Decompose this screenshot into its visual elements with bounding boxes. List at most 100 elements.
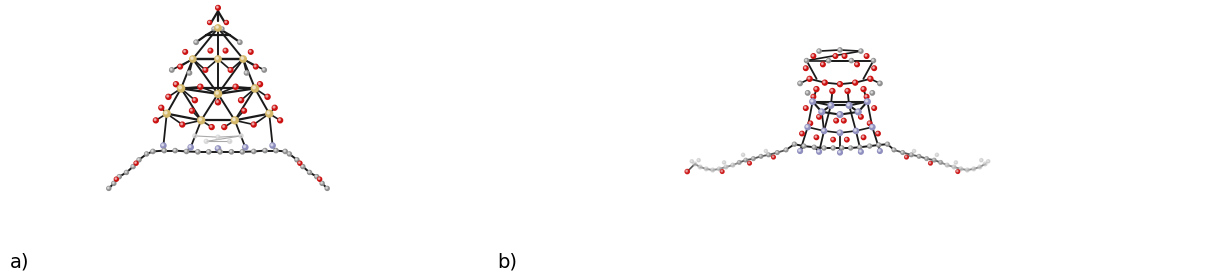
Circle shape [845, 137, 850, 142]
Circle shape [254, 64, 258, 69]
Circle shape [731, 163, 735, 167]
Circle shape [197, 117, 205, 124]
Circle shape [162, 144, 163, 146]
Circle shape [208, 48, 213, 53]
Circle shape [965, 168, 969, 172]
Circle shape [848, 146, 852, 150]
Circle shape [817, 115, 822, 119]
Circle shape [199, 85, 201, 87]
Circle shape [828, 59, 829, 61]
Circle shape [918, 155, 919, 157]
Circle shape [224, 20, 228, 24]
Circle shape [842, 119, 844, 121]
Circle shape [853, 81, 856, 83]
Circle shape [263, 149, 267, 153]
Circle shape [846, 138, 847, 140]
Circle shape [856, 63, 857, 65]
Circle shape [315, 175, 318, 179]
Circle shape [283, 149, 288, 153]
Circle shape [817, 49, 822, 53]
Circle shape [117, 175, 122, 179]
Circle shape [798, 150, 801, 151]
Circle shape [216, 147, 218, 149]
Circle shape [954, 161, 957, 164]
Circle shape [957, 170, 958, 172]
Circle shape [973, 168, 974, 169]
Circle shape [241, 108, 246, 113]
Circle shape [251, 85, 258, 92]
Circle shape [284, 150, 285, 152]
Circle shape [189, 108, 194, 113]
Circle shape [864, 94, 869, 99]
Circle shape [163, 149, 165, 151]
Circle shape [179, 65, 180, 67]
Circle shape [798, 81, 802, 86]
Circle shape [986, 160, 990, 163]
Circle shape [925, 157, 926, 159]
Circle shape [859, 50, 861, 51]
Circle shape [850, 59, 852, 61]
Circle shape [226, 21, 227, 23]
Circle shape [249, 50, 251, 52]
Circle shape [946, 163, 948, 167]
Circle shape [775, 151, 779, 154]
Circle shape [296, 159, 297, 160]
Circle shape [241, 150, 243, 152]
Circle shape [196, 150, 200, 154]
Circle shape [846, 103, 852, 108]
Circle shape [115, 177, 118, 181]
Circle shape [858, 145, 862, 149]
Circle shape [785, 149, 786, 150]
Circle shape [841, 147, 842, 148]
Circle shape [190, 57, 193, 59]
Circle shape [835, 119, 836, 121]
Circle shape [154, 118, 158, 123]
Circle shape [837, 112, 842, 118]
Circle shape [773, 156, 774, 157]
Circle shape [215, 90, 222, 97]
Circle shape [820, 62, 825, 67]
Circle shape [837, 82, 842, 86]
Circle shape [180, 123, 183, 125]
Circle shape [834, 54, 836, 56]
Circle shape [239, 41, 240, 42]
Circle shape [218, 150, 222, 154]
Circle shape [811, 54, 816, 58]
Circle shape [855, 129, 856, 131]
Circle shape [747, 161, 751, 165]
Circle shape [234, 85, 236, 87]
Circle shape [857, 110, 858, 112]
Circle shape [258, 83, 260, 85]
Circle shape [712, 169, 713, 170]
Circle shape [183, 50, 188, 54]
Circle shape [862, 88, 864, 89]
Circle shape [842, 54, 847, 58]
Circle shape [228, 140, 230, 141]
Circle shape [162, 149, 166, 153]
Circle shape [812, 145, 817, 149]
Circle shape [178, 64, 183, 69]
Circle shape [251, 122, 256, 127]
Circle shape [752, 157, 756, 160]
Circle shape [189, 146, 191, 147]
Circle shape [138, 159, 139, 160]
Circle shape [814, 86, 819, 92]
Circle shape [215, 25, 221, 31]
Circle shape [959, 168, 961, 169]
Circle shape [802, 145, 805, 146]
Circle shape [813, 146, 814, 147]
Circle shape [257, 82, 262, 87]
Circle shape [195, 41, 196, 42]
Circle shape [984, 162, 987, 166]
Circle shape [865, 100, 868, 102]
Circle shape [274, 149, 277, 151]
Circle shape [724, 165, 728, 169]
Circle shape [933, 159, 935, 160]
Circle shape [853, 80, 858, 85]
Circle shape [872, 66, 876, 70]
Circle shape [808, 77, 809, 79]
Circle shape [759, 155, 761, 157]
Circle shape [325, 186, 329, 190]
Circle shape [705, 168, 707, 169]
Circle shape [935, 153, 939, 156]
